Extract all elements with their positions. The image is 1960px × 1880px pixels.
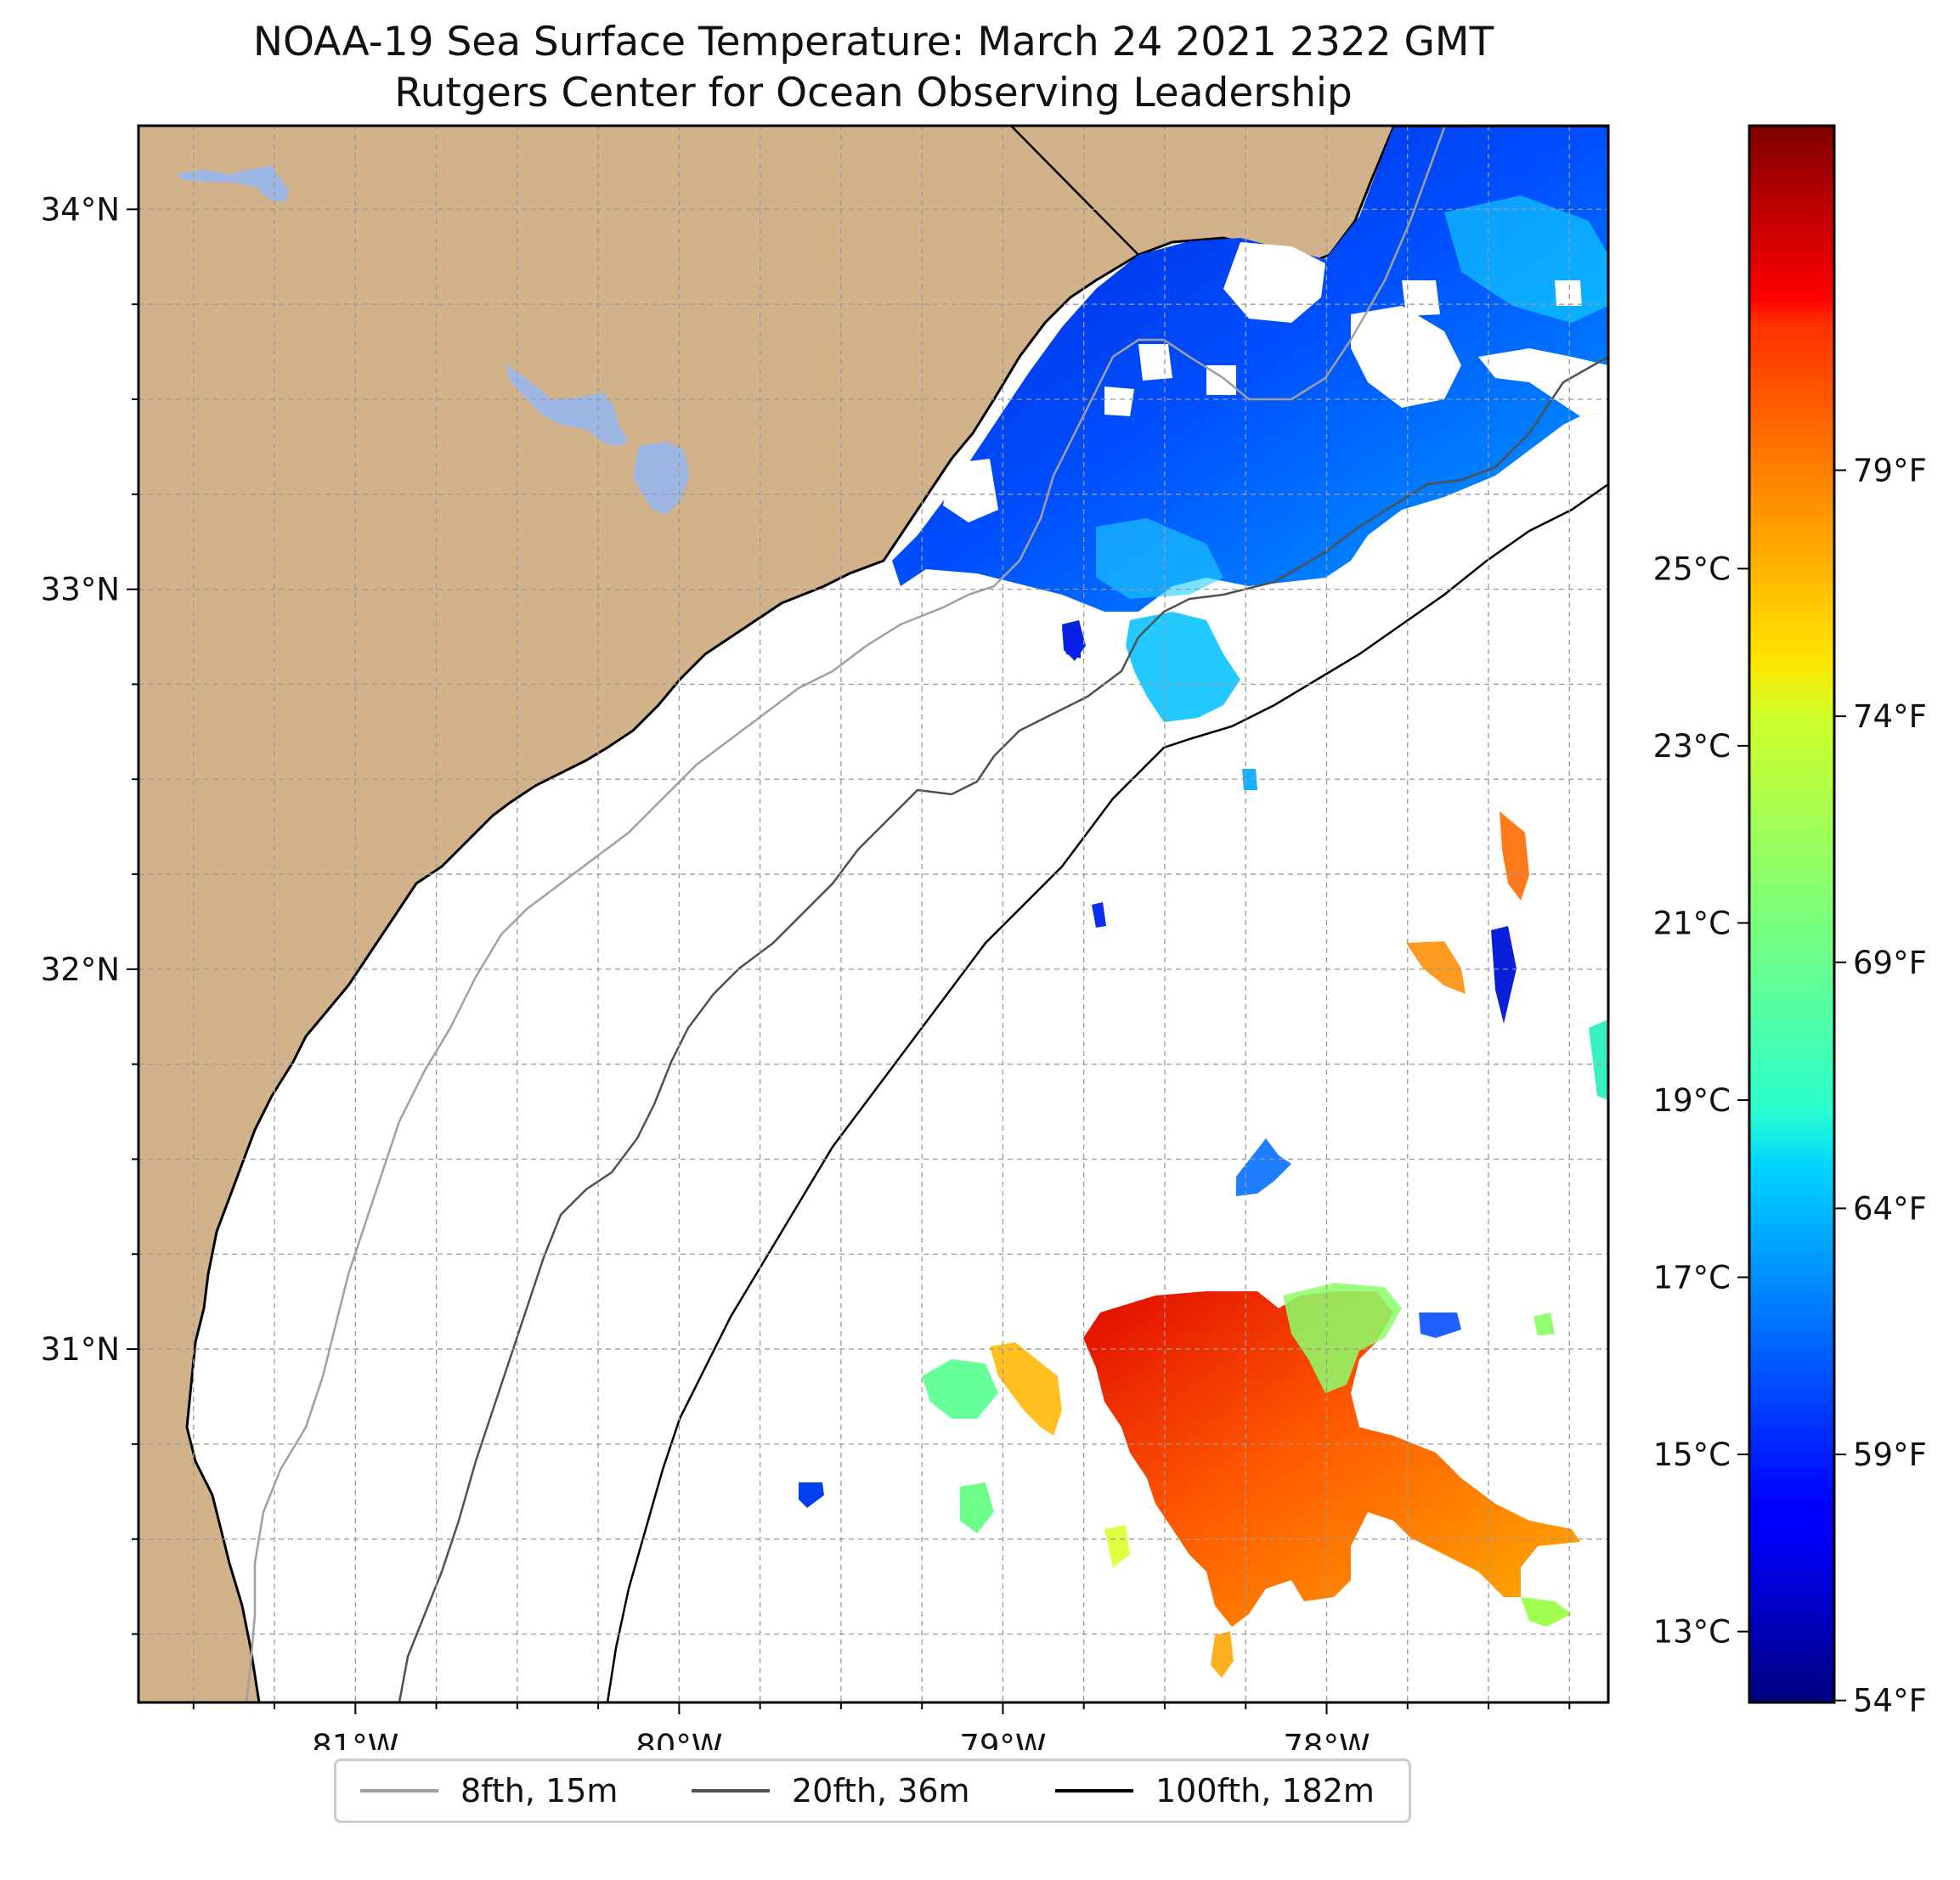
sst-warm-small bbox=[1521, 1597, 1572, 1627]
x-tick-label: 81°W bbox=[312, 1728, 398, 1750]
chart-subtitle: Rutgers Center for Ocean Observing Leade… bbox=[394, 70, 1353, 116]
isobath-8fth bbox=[245, 127, 1446, 1702]
sst-green-speck bbox=[1534, 1313, 1555, 1335]
sst-warm-small bbox=[1104, 1525, 1130, 1567]
cloud-hole bbox=[1402, 280, 1440, 316]
sst-speck bbox=[1491, 926, 1517, 1024]
sst-warm-left-patch bbox=[990, 1342, 1062, 1436]
isobath-100fth bbox=[606, 483, 1608, 1702]
x-tick-label: 79°W bbox=[959, 1728, 1046, 1750]
sst-warm-region bbox=[1083, 1291, 1580, 1627]
colorbar-celsius-label: 13°C bbox=[1653, 1614, 1731, 1651]
sst-cool-plume bbox=[1126, 612, 1240, 722]
legend-label-20fth: 20fth, 36m bbox=[792, 1772, 970, 1809]
colorbar-celsius-label: 21°C bbox=[1653, 905, 1731, 941]
legend-item-20fth: 20fth, 36m bbox=[692, 1761, 970, 1821]
colorbar-celsius-label: 23°C bbox=[1653, 728, 1731, 765]
x-tick-label: 78°W bbox=[1283, 1728, 1370, 1750]
colorbar-fahrenheit-label: 74°F bbox=[1853, 698, 1927, 735]
lake-moultrie bbox=[633, 442, 690, 514]
cloud-hole bbox=[1223, 242, 1325, 323]
colorbar-fahrenheit-label: 79°F bbox=[1853, 452, 1927, 488]
land-mass bbox=[138, 126, 1608, 1702]
gridlines bbox=[138, 126, 1608, 1702]
sst-speck bbox=[1236, 1138, 1291, 1196]
cloud-hole bbox=[1138, 344, 1172, 381]
sst-speck bbox=[1092, 902, 1106, 928]
sst-cold-region bbox=[892, 127, 1608, 612]
y-tick-label: 32°N bbox=[41, 951, 120, 988]
colorbar-fahrenheit-label: 54°F bbox=[1853, 1683, 1927, 1719]
sst-blue-speck bbox=[1419, 1313, 1461, 1338]
sst-blue-speck bbox=[799, 1482, 824, 1508]
y-tick-label: 31°N bbox=[41, 1331, 120, 1368]
sst-warm-small bbox=[1211, 1631, 1234, 1678]
sst-green-patch bbox=[922, 1359, 998, 1419]
legend-label-8fth: 8fth, 15m bbox=[460, 1772, 619, 1809]
colorbar-fahrenheit-label: 69°F bbox=[1853, 945, 1927, 981]
chart-title: NOAA-19 Sea Surface Temperature: March 2… bbox=[252, 19, 1494, 65]
colorbar-ticks: 13°C 15°C 17°C 19°C 21°C 23°C 25°C 54°F 59°F 64°F… bbox=[1653, 452, 1927, 1719]
legend-swatch-20fth bbox=[692, 1789, 770, 1792]
y-tick-label: 34°N bbox=[41, 191, 120, 228]
isobath-20fth bbox=[398, 355, 1608, 1702]
map-plot: 81°W 80°W 79°W 78°W 34°N 33°N 32°N 31°N 13°C 15°… bbox=[41, 124, 1927, 1750]
cloud-hole bbox=[1555, 280, 1582, 306]
colorbar-celsius-label: 19°C bbox=[1653, 1082, 1731, 1119]
colorbar-celsius-label: 25°C bbox=[1653, 550, 1731, 587]
sst-speck bbox=[1062, 629, 1081, 658]
y-tick-label: 33°N bbox=[41, 572, 120, 608]
legend-item-100fth: 100fth, 182m bbox=[1055, 1761, 1375, 1821]
sst-speck bbox=[1500, 811, 1529, 900]
colorbar-celsius-label: 17°C bbox=[1653, 1260, 1731, 1296]
cloud-hole bbox=[943, 459, 998, 522]
sst-speck bbox=[1589, 1019, 1608, 1100]
colorbar-fahrenheit-label: 64°F bbox=[1853, 1190, 1927, 1227]
cloud-hole bbox=[1104, 387, 1134, 416]
legend-swatch-8fth bbox=[360, 1789, 438, 1792]
map-area bbox=[138, 126, 1608, 1702]
colorbar-celsius-label: 15°C bbox=[1653, 1437, 1731, 1473]
legend-label-100fth: 100fth, 182m bbox=[1155, 1772, 1375, 1809]
sst-cool-patch-2 bbox=[1096, 518, 1223, 599]
sst-speck bbox=[1406, 941, 1466, 994]
sst-warm-green-margin bbox=[1283, 1283, 1402, 1393]
state-border bbox=[1010, 126, 1139, 256]
colorbar bbox=[1748, 124, 1836, 1704]
legend: 8fth, 15m 20fth, 36m 100fth, 182m bbox=[334, 1759, 1411, 1823]
colorbar-fahrenheit-label: 59°F bbox=[1853, 1437, 1927, 1473]
cloud-hole bbox=[1351, 306, 1461, 408]
legend-item-8fth: 8fth, 15m bbox=[360, 1761, 618, 1821]
map-frame bbox=[137, 124, 1610, 1704]
lake-north bbox=[177, 166, 289, 202]
legend-swatch-100fth bbox=[1055, 1789, 1133, 1792]
cloud-hole bbox=[1478, 348, 1608, 416]
sst-green-patch bbox=[960, 1482, 994, 1533]
map-axes: 81°W 80°W 79°W 78°W 34°N 33°N 32°N 31°N bbox=[41, 191, 1571, 1750]
x-tick-label: 80°W bbox=[635, 1728, 722, 1750]
